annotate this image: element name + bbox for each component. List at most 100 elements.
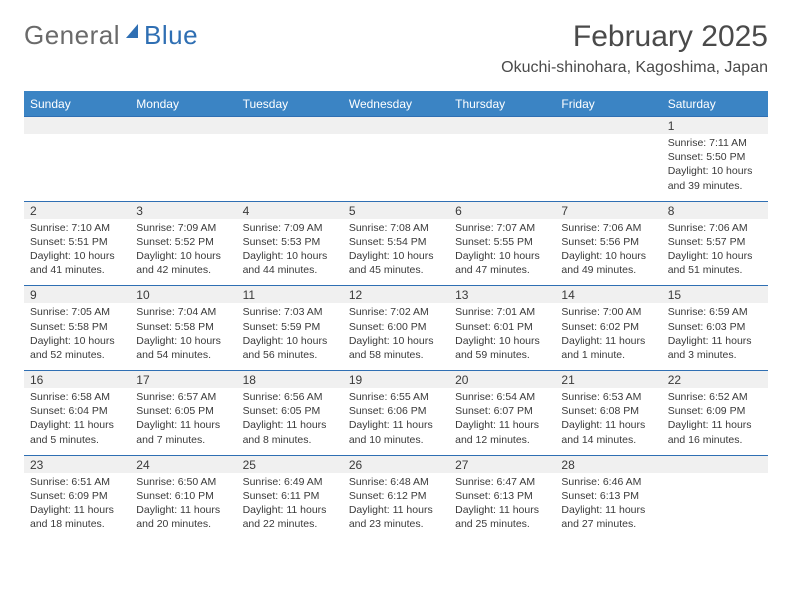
day-detail-cell: Sunrise: 7:09 AMSunset: 5:53 PMDaylight:… <box>237 219 343 286</box>
sunset-text: Sunset: 6:08 PM <box>561 404 655 418</box>
calendar-page: GeneralBlue February 2025 Okuchi-shinoha… <box>0 0 792 612</box>
sunrise-text: Sunrise: 7:11 AM <box>668 136 762 150</box>
day-number-cell: 18 <box>237 371 343 388</box>
day-number-cell: 8 <box>662 202 768 219</box>
daylight-text: Daylight: 11 hours and 8 minutes. <box>243 418 337 446</box>
weekday-header: Sunday <box>24 92 130 116</box>
sunrise-text: Sunrise: 6:47 AM <box>455 475 549 489</box>
day-number-cell <box>662 456 768 473</box>
sunset-text: Sunset: 5:58 PM <box>136 320 230 334</box>
day-detail-cell: Sunrise: 7:02 AMSunset: 6:00 PMDaylight:… <box>343 303 449 370</box>
day-number-row: 1 <box>24 117 768 134</box>
weekday-header: Thursday <box>449 92 555 116</box>
day-detail-cell <box>237 134 343 201</box>
sunset-text: Sunset: 5:59 PM <box>243 320 337 334</box>
day-number-cell <box>449 117 555 134</box>
daylight-text: Daylight: 11 hours and 25 minutes. <box>455 503 549 531</box>
sunrise-text: Sunrise: 7:09 AM <box>243 221 337 235</box>
sunrise-text: Sunrise: 6:52 AM <box>668 390 762 404</box>
day-detail-cell <box>343 134 449 201</box>
day-number-cell <box>343 117 449 134</box>
day-number-row: 232425262728 <box>24 456 768 473</box>
sunrise-text: Sunrise: 7:07 AM <box>455 221 549 235</box>
day-number-cell: 4 <box>237 202 343 219</box>
day-detail-cell: Sunrise: 7:03 AMSunset: 5:59 PMDaylight:… <box>237 303 343 370</box>
title-block: February 2025 Okuchi-shinohara, Kagoshim… <box>501 20 768 77</box>
sail-icon <box>124 22 144 40</box>
weekday-header: Saturday <box>662 92 768 116</box>
day-detail-cell: Sunrise: 6:47 AMSunset: 6:13 PMDaylight:… <box>449 473 555 540</box>
day-details-row: Sunrise: 7:11 AMSunset: 5:50 PMDaylight:… <box>24 134 768 201</box>
sunset-text: Sunset: 6:13 PM <box>455 489 549 503</box>
sunrise-text: Sunrise: 6:48 AM <box>349 475 443 489</box>
daylight-text: Daylight: 11 hours and 27 minutes. <box>561 503 655 531</box>
calendar-grid: Sunday Monday Tuesday Wednesday Thursday… <box>24 91 768 539</box>
day-detail-cell: Sunrise: 6:51 AMSunset: 6:09 PMDaylight:… <box>24 473 130 540</box>
day-detail-cell <box>24 134 130 201</box>
day-detail-cell <box>662 473 768 540</box>
day-number-cell: 7 <box>555 202 661 219</box>
daylight-text: Daylight: 10 hours and 42 minutes. <box>136 249 230 277</box>
month-title: February 2025 <box>501 20 768 53</box>
sunset-text: Sunset: 5:58 PM <box>30 320 124 334</box>
day-detail-cell: Sunrise: 7:06 AMSunset: 5:57 PMDaylight:… <box>662 219 768 286</box>
sunrise-text: Sunrise: 7:10 AM <box>30 221 124 235</box>
day-number-cell: 24 <box>130 456 236 473</box>
sunset-text: Sunset: 6:11 PM <box>243 489 337 503</box>
day-detail-cell: Sunrise: 7:07 AMSunset: 5:55 PMDaylight:… <box>449 219 555 286</box>
day-detail-cell: Sunrise: 7:06 AMSunset: 5:56 PMDaylight:… <box>555 219 661 286</box>
sunrise-text: Sunrise: 6:56 AM <box>243 390 337 404</box>
day-number-cell: 11 <box>237 286 343 303</box>
logo: GeneralBlue <box>24 20 198 51</box>
sunset-text: Sunset: 5:54 PM <box>349 235 443 249</box>
sunset-text: Sunset: 6:00 PM <box>349 320 443 334</box>
daylight-text: Daylight: 10 hours and 59 minutes. <box>455 334 549 362</box>
sunrise-text: Sunrise: 7:03 AM <box>243 305 337 319</box>
calendar-week: 9101112131415Sunrise: 7:05 AMSunset: 5:5… <box>24 285 768 370</box>
sunset-text: Sunset: 5:57 PM <box>668 235 762 249</box>
sunset-text: Sunset: 6:02 PM <box>561 320 655 334</box>
day-number-cell: 5 <box>343 202 449 219</box>
daylight-text: Daylight: 10 hours and 54 minutes. <box>136 334 230 362</box>
calendar-week: 16171819202122Sunrise: 6:58 AMSunset: 6:… <box>24 370 768 455</box>
day-number-cell: 13 <box>449 286 555 303</box>
daylight-text: Daylight: 11 hours and 12 minutes. <box>455 418 549 446</box>
sunrise-text: Sunrise: 7:08 AM <box>349 221 443 235</box>
daylight-text: Daylight: 10 hours and 41 minutes. <box>30 249 124 277</box>
sunset-text: Sunset: 6:13 PM <box>561 489 655 503</box>
day-number-cell: 14 <box>555 286 661 303</box>
day-number-cell: 2 <box>24 202 130 219</box>
sunrise-text: Sunrise: 7:05 AM <box>30 305 124 319</box>
daylight-text: Daylight: 11 hours and 7 minutes. <box>136 418 230 446</box>
header-row: GeneralBlue February 2025 Okuchi-shinoha… <box>24 20 768 77</box>
sunset-text: Sunset: 5:51 PM <box>30 235 124 249</box>
day-detail-cell: Sunrise: 6:56 AMSunset: 6:05 PMDaylight:… <box>237 388 343 455</box>
day-number-cell: 16 <box>24 371 130 388</box>
day-detail-cell: Sunrise: 6:52 AMSunset: 6:09 PMDaylight:… <box>662 388 768 455</box>
daylight-text: Daylight: 10 hours and 49 minutes. <box>561 249 655 277</box>
day-number-cell <box>237 117 343 134</box>
day-number-cell: 25 <box>237 456 343 473</box>
daylight-text: Daylight: 11 hours and 5 minutes. <box>30 418 124 446</box>
daylight-text: Daylight: 11 hours and 10 minutes. <box>349 418 443 446</box>
day-number-cell: 21 <box>555 371 661 388</box>
day-number-row: 2345678 <box>24 202 768 219</box>
day-detail-cell: Sunrise: 6:48 AMSunset: 6:12 PMDaylight:… <box>343 473 449 540</box>
sunrise-text: Sunrise: 6:46 AM <box>561 475 655 489</box>
day-detail-cell: Sunrise: 7:11 AMSunset: 5:50 PMDaylight:… <box>662 134 768 201</box>
daylight-text: Daylight: 11 hours and 1 minute. <box>561 334 655 362</box>
sunrise-text: Sunrise: 6:55 AM <box>349 390 443 404</box>
sunrise-text: Sunrise: 6:58 AM <box>30 390 124 404</box>
daylight-text: Daylight: 11 hours and 14 minutes. <box>561 418 655 446</box>
sunset-text: Sunset: 5:50 PM <box>668 150 762 164</box>
daylight-text: Daylight: 10 hours and 44 minutes. <box>243 249 337 277</box>
sunrise-text: Sunrise: 7:02 AM <box>349 305 443 319</box>
daylight-text: Daylight: 10 hours and 56 minutes. <box>243 334 337 362</box>
day-details-row: Sunrise: 7:10 AMSunset: 5:51 PMDaylight:… <box>24 219 768 286</box>
sunset-text: Sunset: 6:05 PM <box>243 404 337 418</box>
weekday-header: Wednesday <box>343 92 449 116</box>
day-number-cell: 12 <box>343 286 449 303</box>
location-text: Okuchi-shinohara, Kagoshima, Japan <box>501 59 768 77</box>
sunset-text: Sunset: 5:53 PM <box>243 235 337 249</box>
sunrise-text: Sunrise: 7:04 AM <box>136 305 230 319</box>
